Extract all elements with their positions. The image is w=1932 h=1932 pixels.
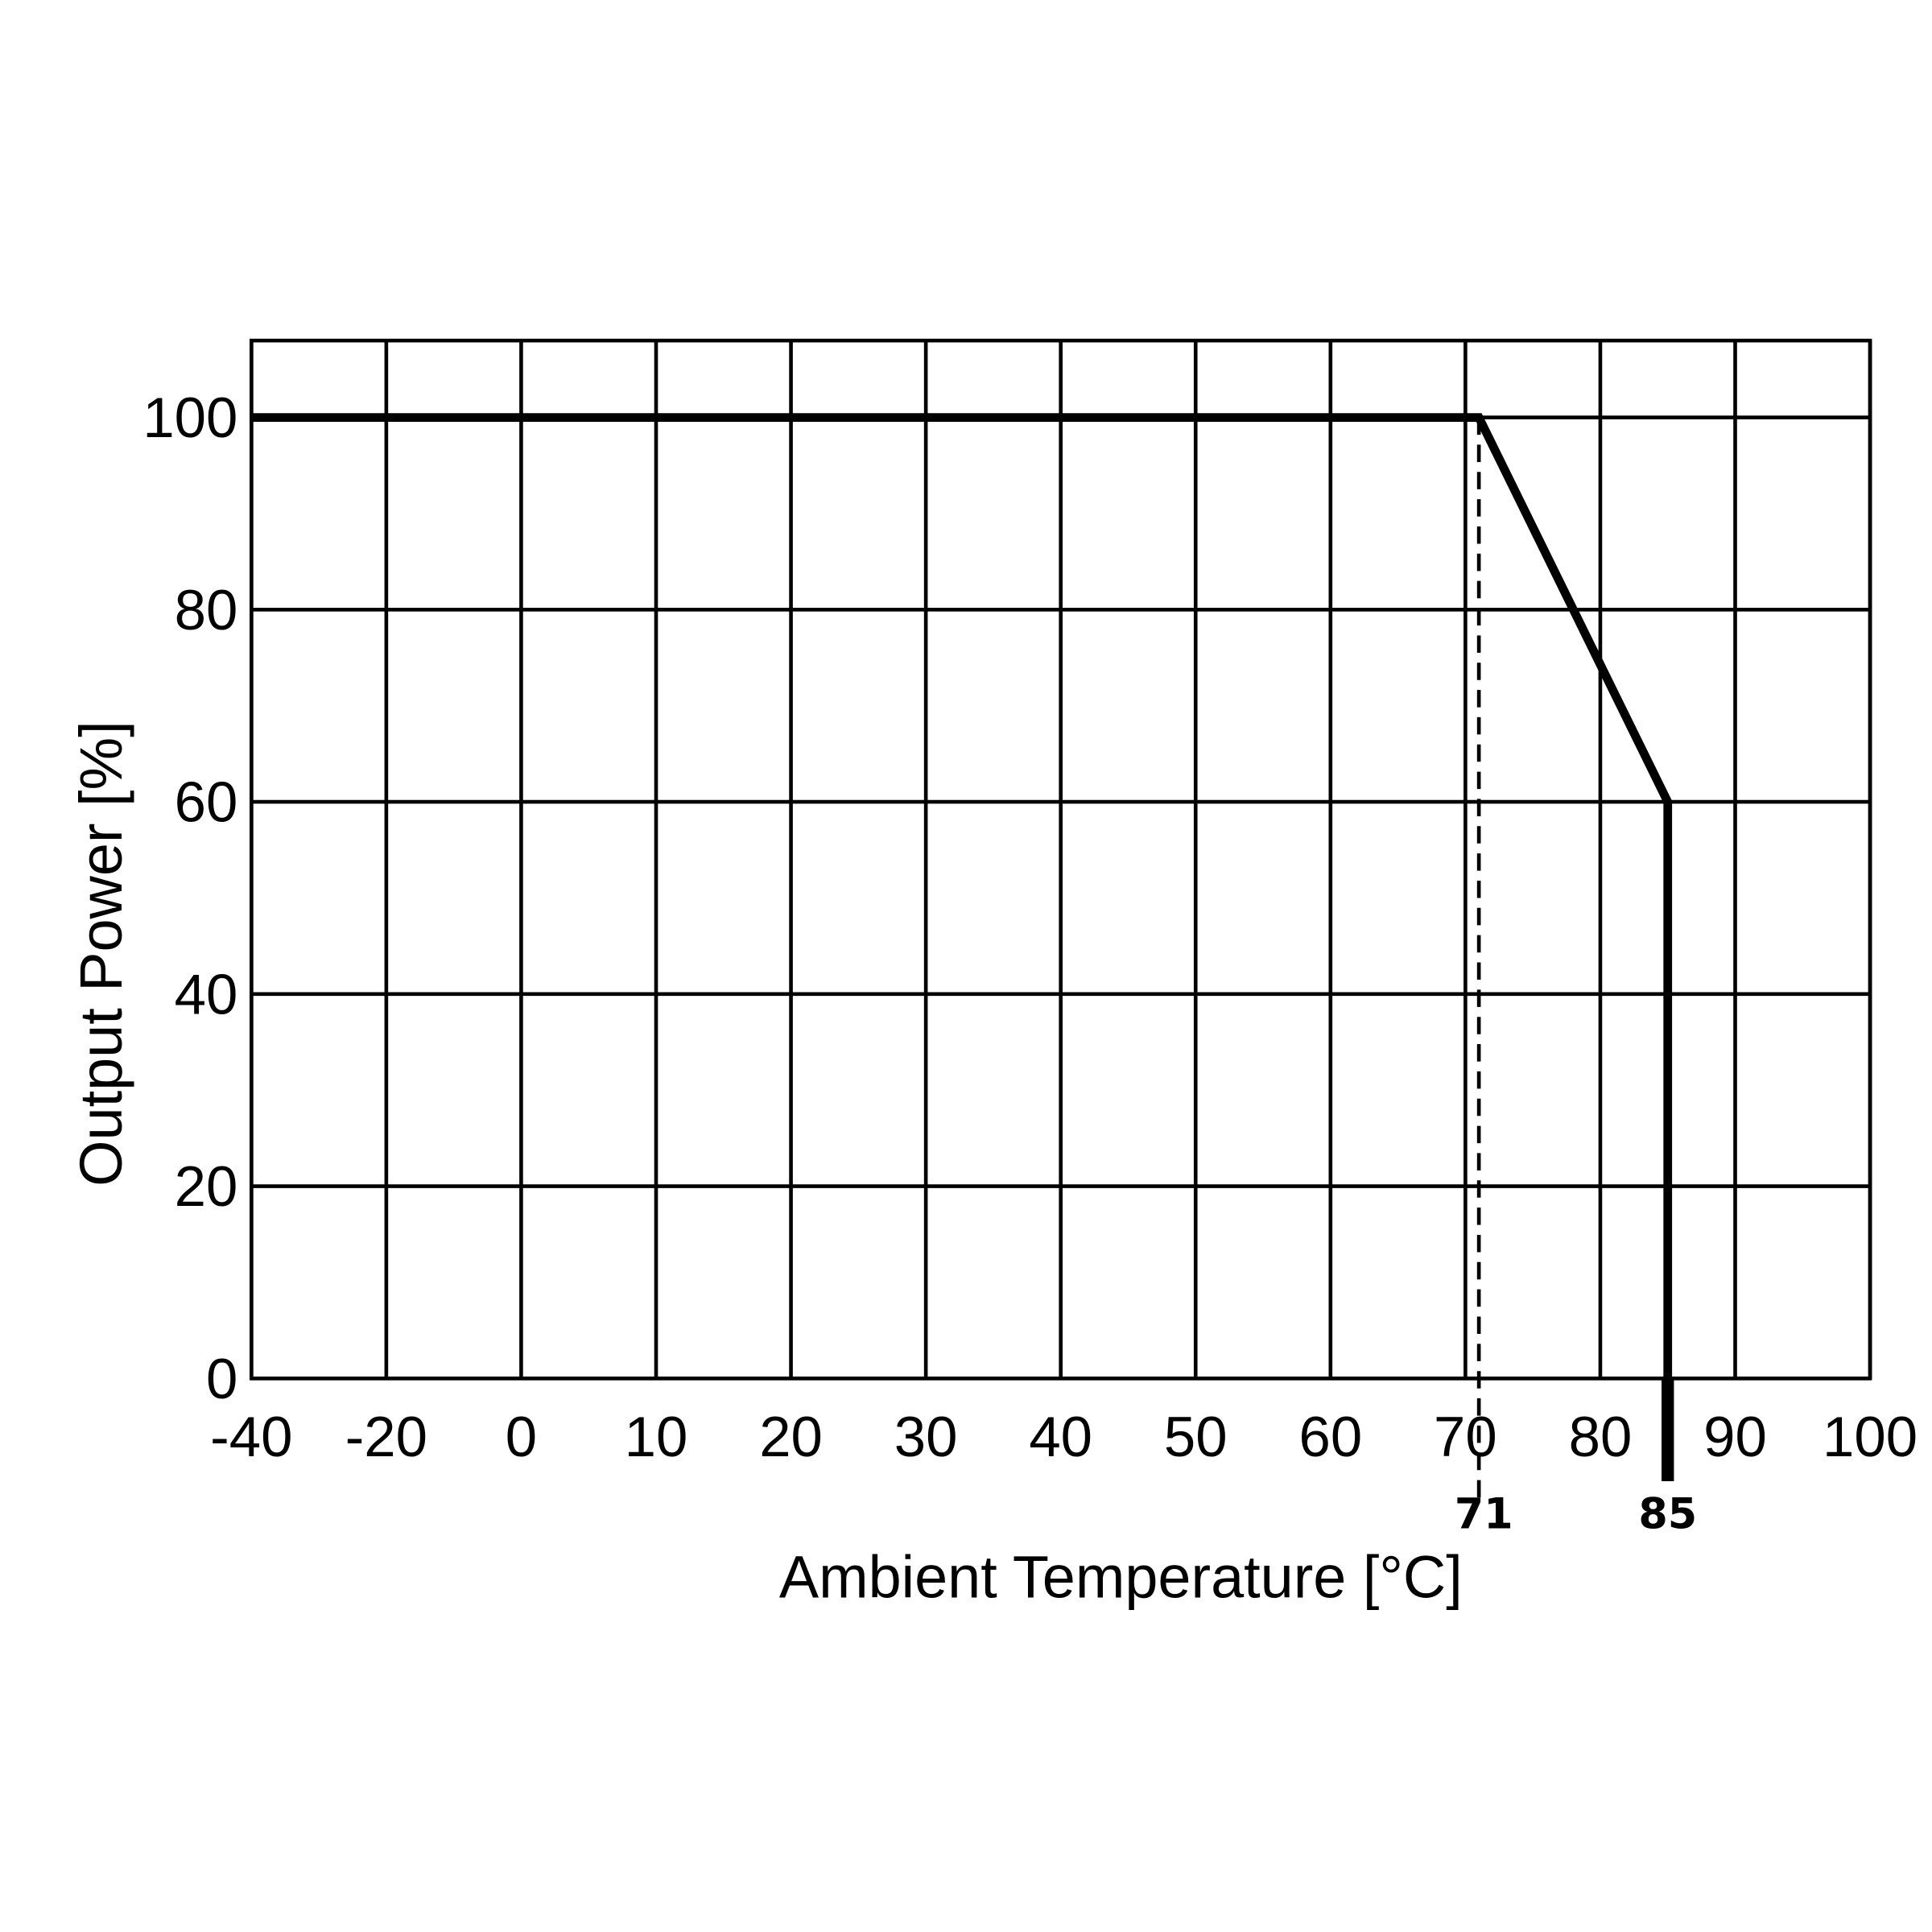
x-tick-label: 90 bbox=[1703, 1405, 1767, 1468]
x-tick-label: 60 bbox=[1298, 1405, 1362, 1468]
x-tick-label: 0 bbox=[506, 1405, 537, 1468]
x-tick-label: -40 bbox=[210, 1405, 292, 1468]
y-tick-label: 60 bbox=[175, 770, 238, 834]
y-tick-label: 20 bbox=[175, 1154, 238, 1218]
y-tick-label: 0 bbox=[206, 1347, 237, 1410]
x-tick-label: 100 bbox=[1823, 1405, 1918, 1468]
y-tick-label: 40 bbox=[175, 962, 238, 1026]
x-tick-label: 70 bbox=[1434, 1405, 1497, 1468]
x-tick-label: 10 bbox=[625, 1405, 688, 1468]
y-tick-label: 100 bbox=[142, 386, 237, 449]
x-tick-label: 50 bbox=[1164, 1405, 1228, 1468]
x-tick-label: 30 bbox=[894, 1405, 958, 1468]
derating-curve bbox=[251, 413, 1673, 1379]
x-tick-label: 20 bbox=[759, 1405, 823, 1468]
x-tick-label: 40 bbox=[1029, 1405, 1092, 1468]
x-tick-label: -20 bbox=[345, 1405, 427, 1468]
x-axis-title: Ambient Temperature [°C] bbox=[779, 1544, 1463, 1611]
y-tick-label: 80 bbox=[175, 578, 238, 642]
marker-label: 85 bbox=[1638, 1489, 1697, 1538]
marker-label: 71 bbox=[1455, 1489, 1513, 1538]
y-axis-title: Output Power [%] bbox=[68, 720, 134, 1187]
x-tick-label: 80 bbox=[1569, 1405, 1633, 1468]
